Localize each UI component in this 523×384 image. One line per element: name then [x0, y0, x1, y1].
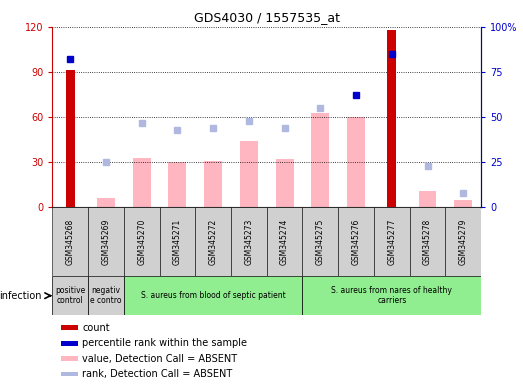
Text: GSM345274: GSM345274: [280, 219, 289, 265]
Bar: [52, 276, 88, 315]
Text: GSM345278: GSM345278: [423, 219, 432, 265]
Bar: [311, 113, 329, 207]
Bar: [347, 117, 365, 207]
Bar: [302, 276, 481, 315]
Bar: [302, 207, 338, 276]
Bar: [338, 207, 374, 276]
Bar: [446, 207, 481, 276]
Bar: [88, 207, 124, 276]
Bar: [160, 207, 195, 276]
Text: GSM345273: GSM345273: [244, 219, 253, 265]
Text: infection: infection: [0, 291, 42, 301]
Bar: [52, 207, 88, 276]
Bar: [418, 191, 437, 207]
Text: GSM345271: GSM345271: [173, 219, 182, 265]
Bar: [61, 372, 78, 376]
Text: percentile rank within the sample: percentile rank within the sample: [82, 338, 247, 348]
Bar: [231, 207, 267, 276]
Bar: [276, 159, 293, 207]
Bar: [388, 30, 396, 207]
Text: GSM345270: GSM345270: [137, 219, 146, 265]
Text: GSM345279: GSM345279: [459, 219, 468, 265]
Bar: [454, 200, 472, 207]
Text: GSM345269: GSM345269: [101, 219, 110, 265]
Text: GSM345275: GSM345275: [316, 219, 325, 265]
Bar: [61, 356, 78, 361]
Bar: [88, 276, 124, 315]
Bar: [61, 341, 78, 346]
Bar: [267, 207, 302, 276]
Bar: [168, 162, 186, 207]
Text: GSM345268: GSM345268: [66, 219, 75, 265]
Bar: [124, 207, 160, 276]
Bar: [195, 207, 231, 276]
Text: S. aureus from blood of septic patient: S. aureus from blood of septic patient: [141, 291, 286, 300]
Bar: [97, 198, 115, 207]
Bar: [133, 158, 151, 207]
Text: GSM345277: GSM345277: [388, 219, 396, 265]
Bar: [124, 276, 302, 315]
Bar: [66, 71, 75, 207]
Text: negativ
e contro: negativ e contro: [90, 286, 122, 305]
Bar: [410, 207, 446, 276]
Text: rank, Detection Call = ABSENT: rank, Detection Call = ABSENT: [82, 369, 233, 379]
Text: GSM345272: GSM345272: [209, 219, 218, 265]
Bar: [240, 141, 258, 207]
Bar: [204, 161, 222, 207]
Text: value, Detection Call = ABSENT: value, Detection Call = ABSENT: [82, 354, 237, 364]
Text: S. aureus from nares of healthy
carriers: S. aureus from nares of healthy carriers: [332, 286, 452, 305]
Title: GDS4030 / 1557535_at: GDS4030 / 1557535_at: [194, 11, 340, 24]
Text: positive
control: positive control: [55, 286, 85, 305]
Text: count: count: [82, 323, 110, 333]
Bar: [61, 326, 78, 330]
Text: GSM345276: GSM345276: [351, 219, 360, 265]
Bar: [374, 207, 410, 276]
